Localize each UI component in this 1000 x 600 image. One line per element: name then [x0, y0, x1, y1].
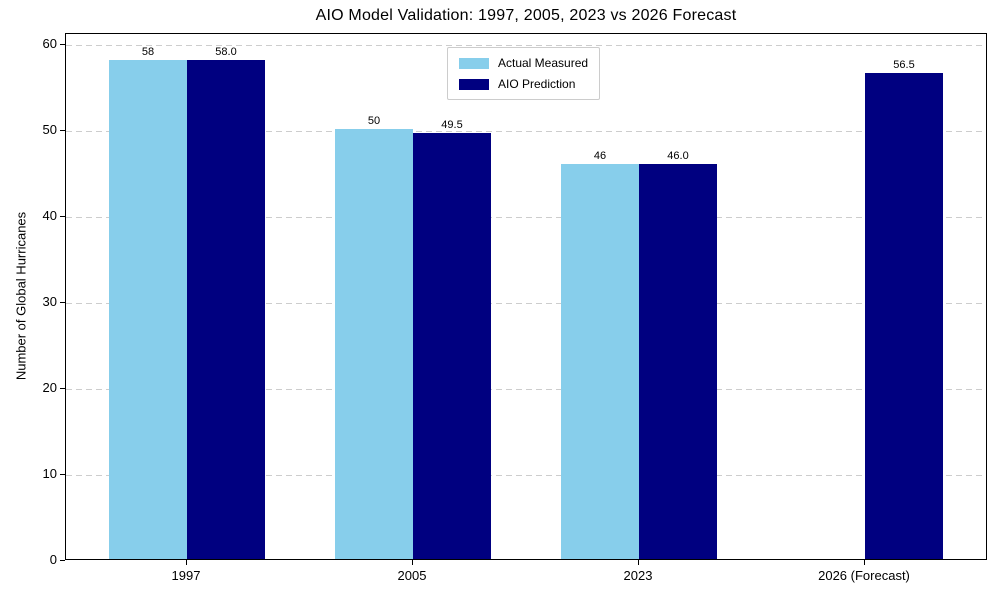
x-tick-label: 2026 (Forecast)	[818, 568, 910, 583]
y-tick-mark	[60, 302, 65, 304]
bar-actual-measured-2023	[561, 163, 639, 559]
grid-line-y-40	[66, 216, 986, 218]
legend-swatch-aio-prediction	[459, 78, 489, 90]
y-tick-label: 50	[42, 122, 57, 138]
bar-aio-prediction-2026Forecast	[865, 73, 943, 559]
bar-value-label: 58	[141, 46, 155, 59]
x-tick-mark	[186, 560, 187, 565]
legend-label-actual-measured: Actual Measured	[498, 56, 589, 70]
grid-line-y-10	[66, 474, 986, 476]
x-tick-label: 1997	[171, 568, 201, 583]
legend: Actual Measured AIO Prediction	[447, 47, 601, 100]
y-tick-label: 30	[42, 294, 57, 310]
grid-line-y-50	[66, 130, 986, 132]
grid-line-y-30	[66, 302, 986, 304]
y-tick-label: 60	[42, 36, 57, 52]
bar-value-label: 58.0	[215, 46, 237, 59]
bar-aio-prediction-2005	[413, 133, 491, 559]
grid-line-y-20	[66, 388, 986, 390]
bar-value-label: 50	[367, 115, 381, 128]
y-tick-mark	[60, 474, 65, 476]
bar-aio-prediction-1997	[187, 60, 265, 559]
chart-title: AIO Model Validation: 1997, 2005, 2023 v…	[315, 7, 737, 24]
x-tick-label: 2005	[397, 568, 427, 583]
bar-value-label: 49.5	[441, 119, 463, 132]
bar-value-label: 56.5	[893, 59, 915, 72]
bar-aio-prediction-2023	[639, 163, 717, 559]
y-tick-label: 10	[42, 466, 57, 482]
legend-item-actual-measured: Actual Measured	[459, 56, 588, 70]
plot-area: Actual Measured AIO Prediction 58 58.0 50 4…	[65, 33, 987, 560]
bar-actual-measured-2005	[335, 129, 413, 559]
x-tick-mark	[638, 560, 639, 565]
legend-swatch-actual-measured	[459, 57, 489, 69]
x-tick-mark	[412, 560, 413, 565]
bar-actual-measured-1997	[109, 60, 187, 559]
legend-item-aio-prediction: AIO Prediction	[459, 77, 588, 91]
y-tick-mark	[60, 216, 65, 218]
y-tick-label: 20	[42, 380, 57, 396]
x-tick-label: 2023	[623, 568, 653, 583]
legend-label-aio-prediction: AIO Prediction	[498, 77, 576, 91]
y-tick-label: 0	[49, 552, 57, 567]
y-tick-mark	[60, 388, 65, 390]
grid-line-y-60	[66, 44, 986, 46]
y-tick-mark	[60, 130, 65, 132]
x-tick-mark	[864, 560, 865, 565]
y-tick-label: 40	[42, 208, 57, 224]
y-tick-mark	[60, 560, 65, 561]
bar-value-label: 46.0	[667, 149, 689, 162]
bar-value-label: 46	[593, 149, 607, 162]
y-tick-mark	[60, 44, 65, 46]
